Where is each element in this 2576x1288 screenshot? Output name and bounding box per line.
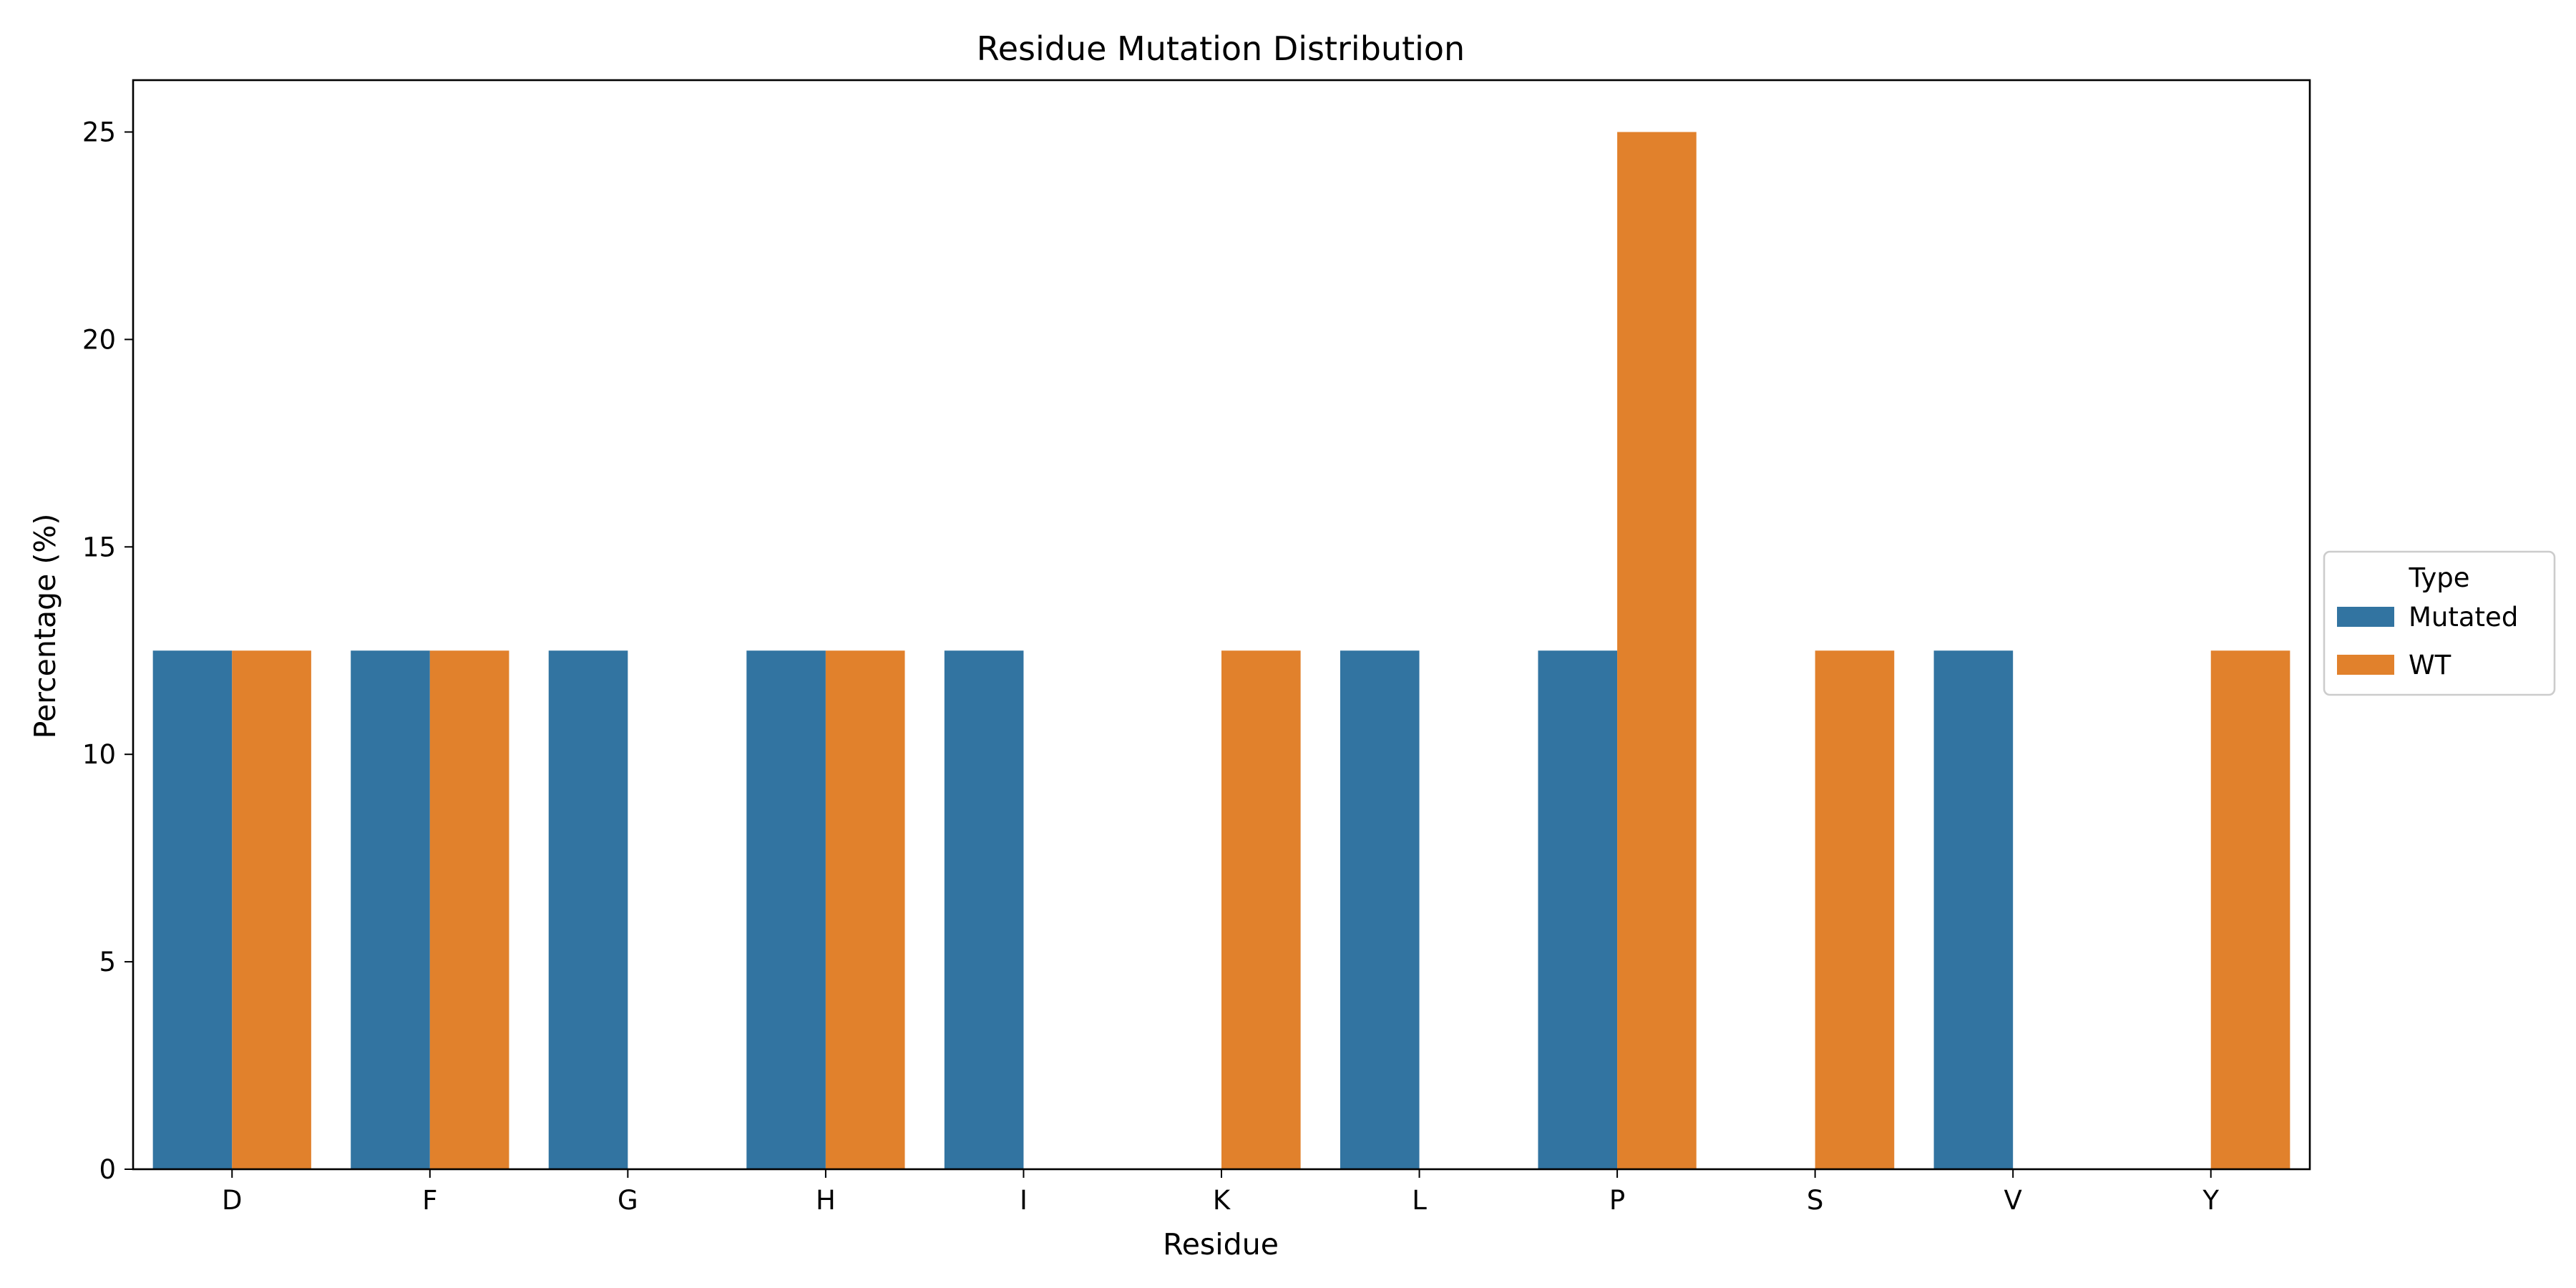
y-tick-label: 5: [99, 947, 116, 977]
chart-title: Residue Mutation Distribution: [977, 29, 1465, 68]
x-tick-label: L: [1412, 1185, 1427, 1216]
bar-mutated-f: [351, 650, 430, 1169]
legend: Type Mutated WT: [2323, 550, 2556, 696]
bar-wt-f: [429, 650, 509, 1169]
y-tick-label: 15: [82, 532, 116, 562]
legend-swatch-mutated: [2337, 607, 2394, 627]
bar-mutated-g: [548, 650, 628, 1169]
y-axis-title: Percentage (%): [28, 514, 62, 739]
bar-mutated-d: [152, 650, 233, 1169]
bar-mutated-l: [1340, 650, 1420, 1169]
x-tick-label: Y: [2202, 1185, 2219, 1216]
x-tick-label: G: [618, 1185, 638, 1216]
x-tick-label: D: [222, 1185, 243, 1216]
bar-mutated-i: [944, 650, 1024, 1169]
bar-wt-s: [1815, 650, 1895, 1169]
bar-wt-p: [1617, 132, 1697, 1169]
y-axis: 0 5 10 15 20 25: [82, 117, 133, 1185]
y-tick-label: 10: [82, 739, 116, 770]
bar-mutated-v: [1933, 650, 2014, 1169]
legend-swatch-wt: [2337, 655, 2394, 675]
x-tick-label: I: [1020, 1185, 1028, 1216]
x-tick-label: F: [422, 1185, 437, 1216]
y-tick-label: 20: [82, 324, 116, 355]
legend-label-mutated: Mutated: [2409, 602, 2518, 633]
bar-mutated-p: [1538, 650, 1618, 1169]
bar-wt-h: [825, 650, 905, 1169]
x-tick-label: V: [2004, 1185, 2022, 1216]
bar-wt-d: [232, 650, 311, 1169]
x-tick-label: K: [1213, 1185, 1231, 1216]
y-tick-label: 0: [99, 1154, 116, 1185]
x-tick-label: S: [1807, 1185, 1824, 1216]
legend-title: Type: [2409, 562, 2470, 593]
y-tick-label: 25: [82, 117, 116, 147]
bar-wt-y: [2210, 650, 2290, 1169]
x-tick-label: P: [1609, 1185, 1625, 1216]
x-tick-label: H: [816, 1185, 836, 1216]
bar-mutated-h: [746, 650, 826, 1169]
x-axis-title: Residue: [1163, 1227, 1279, 1262]
bars-layer: [152, 132, 2290, 1169]
bar-wt-k: [1221, 650, 1301, 1169]
legend-label-wt: WT: [2409, 650, 2451, 680]
